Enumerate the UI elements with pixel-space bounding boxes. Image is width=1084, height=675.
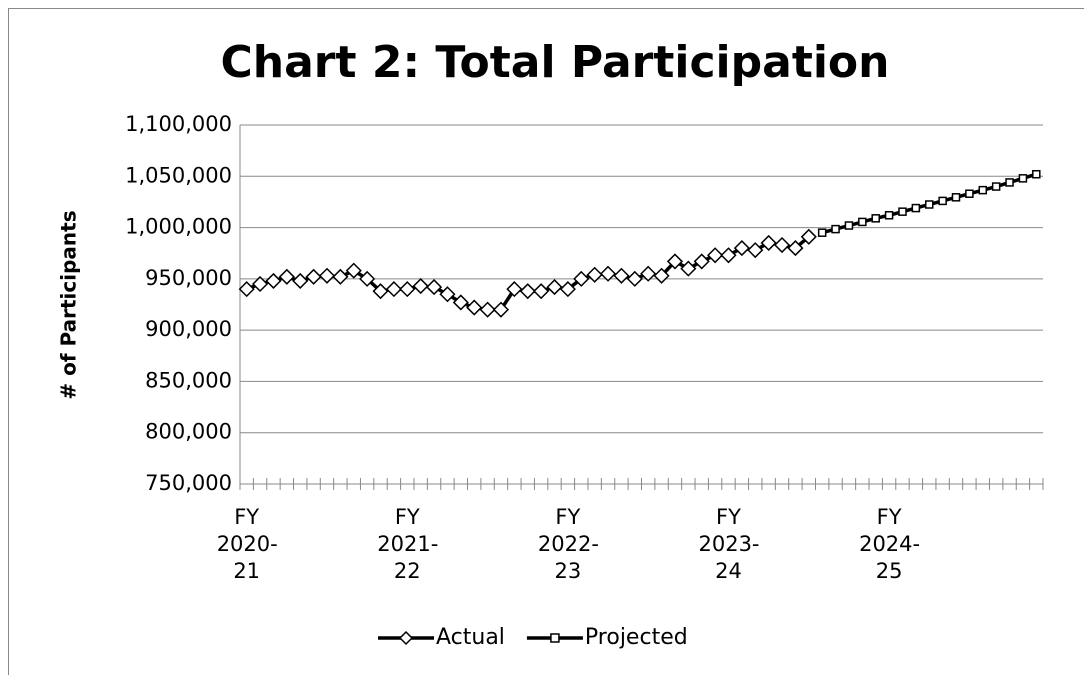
data-point — [1005, 178, 1014, 187]
data-point — [911, 203, 921, 213]
data-point — [573, 270, 590, 287]
data-point — [613, 267, 630, 284]
data-point — [898, 207, 907, 216]
data-point — [359, 270, 376, 287]
data-point — [345, 262, 362, 279]
y-tick-label: 1,050,000 — [125, 163, 232, 187]
legend-symbol — [398, 630, 414, 646]
data-point — [599, 265, 617, 282]
data-point — [385, 281, 402, 298]
x-tick-label: FY 2024-25 — [859, 505, 921, 583]
data-point — [773, 236, 791, 254]
data-point — [252, 275, 269, 293]
data-point — [278, 268, 295, 285]
data-point — [733, 240, 750, 257]
data-point — [586, 266, 603, 283]
y-tick-label: 950,000 — [145, 266, 232, 290]
data-point — [1032, 169, 1041, 179]
x-tick-label: FY 2022-23 — [537, 505, 599, 583]
data-point — [844, 221, 854, 230]
x-tick-label: FY 2021-22 — [377, 505, 439, 583]
y-tick-label: 1,100,000 — [125, 112, 232, 136]
data-point — [399, 281, 416, 298]
legend-label: Projected — [585, 625, 688, 650]
data-point — [559, 281, 576, 298]
y-tick-label: 850,000 — [145, 368, 232, 392]
data-point — [466, 299, 483, 316]
data-point — [265, 272, 282, 289]
y-tick-label: 900,000 — [145, 317, 232, 341]
y-tick-label: 750,000 — [145, 471, 232, 495]
y-axis-label: # of Participants — [57, 210, 81, 399]
data-point — [800, 228, 817, 245]
data-point — [666, 253, 684, 270]
data-point — [425, 279, 443, 296]
legend-symbol — [550, 633, 560, 643]
data-point — [305, 268, 322, 285]
data-point — [640, 265, 657, 282]
data-point — [951, 193, 961, 202]
data-point — [991, 182, 1001, 191]
data-point — [292, 272, 309, 289]
data-point — [439, 286, 456, 303]
y-tick-label: 800,000 — [145, 420, 232, 444]
data-point — [412, 277, 429, 295]
data-point — [332, 268, 349, 285]
data-point — [680, 260, 697, 277]
data-point — [707, 247, 724, 264]
data-point — [546, 279, 563, 296]
data-point — [452, 294, 469, 311]
data-point — [817, 228, 827, 237]
data-point — [965, 189, 974, 198]
data-point — [318, 267, 336, 284]
legend-marker — [550, 633, 560, 643]
data-point — [884, 211, 894, 220]
data-point — [720, 247, 737, 264]
data-point — [1018, 174, 1028, 183]
data-point — [858, 217, 867, 227]
x-tick-label: FY 2020-21 — [216, 505, 278, 583]
legend-marker — [398, 630, 414, 646]
data-point — [938, 196, 947, 206]
data-point — [831, 224, 840, 234]
legend-label: Actual — [436, 625, 505, 650]
data-point — [747, 242, 764, 259]
data-point — [238, 281, 255, 298]
chart-title: Chart 2: Total Participation — [220, 37, 889, 88]
data-point — [787, 240, 804, 257]
data-point — [693, 253, 710, 270]
data-point — [372, 283, 389, 300]
data-point — [479, 301, 496, 318]
x-tick-label: FY 2023-24 — [698, 505, 760, 583]
data-point — [533, 283, 550, 300]
data-point — [519, 283, 536, 300]
data-point — [506, 281, 523, 298]
data-point — [871, 214, 880, 223]
data-point — [626, 270, 643, 287]
data-point — [978, 185, 988, 195]
data-point — [653, 267, 670, 284]
data-point — [492, 301, 510, 318]
y-tick-label: 1,000,000 — [125, 215, 232, 239]
data-point — [924, 200, 934, 209]
data-point — [760, 234, 777, 252]
